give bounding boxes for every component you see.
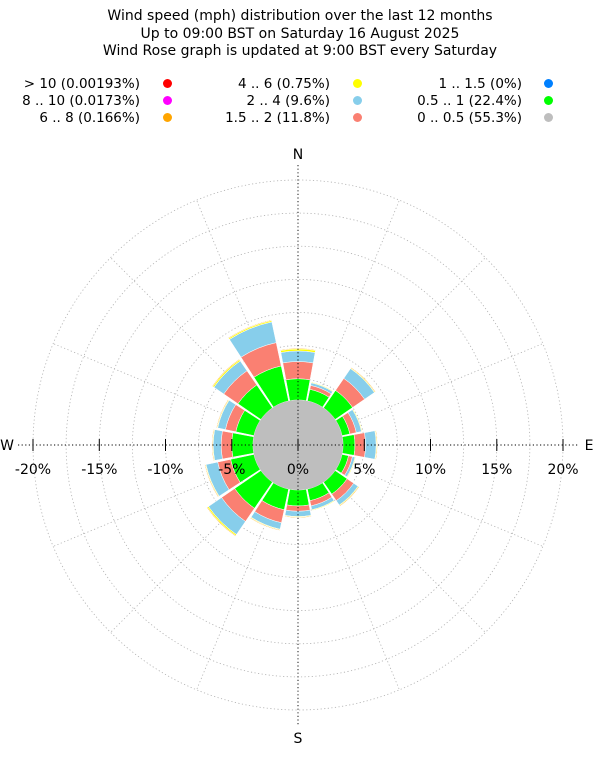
petal-ese-band-5 [346,456,356,478]
legend-label-0-5-1: 0.5 .. 1 (22.4%) [417,93,522,109]
legend-label-gt10: > 10 (0.00193%) [23,76,140,92]
legend-swatch-0-5-1 [544,96,553,105]
legend-swatch-4-6 [353,79,362,88]
tick-label-4: 0% [287,462,309,478]
legend-swatch-1-5-2 [353,113,362,122]
chart-title-line-2: Up to 09:00 BST on Saturday 16 August 20… [140,26,460,42]
tick-label-5: 5% [353,462,375,478]
petal-s-band-6 [284,515,312,519]
legend-swatch-8-10 [163,96,172,105]
legend-swatch-0-0-5 [544,113,553,122]
compass-label-west: W [0,438,14,454]
petal-wsw-band-6 [204,464,219,498]
chart-title-line-1: Wind speed (mph) distribution over the l… [107,8,493,24]
petal-nw-band-6 [211,358,240,387]
petal-w-band-4 [213,429,223,461]
tick-label-8: 20% [547,462,578,478]
chart-title-line-3: Wind Rose graph is updated at 9:00 BST e… [102,43,498,59]
petal-ene-band-5 [352,408,363,432]
compass-label-east: E [585,438,594,454]
legend-label-4-6: 4 .. 6 (0.75%) [237,76,330,92]
petal-w-band-6 [211,429,215,461]
tick-label-0: -20% [15,462,51,478]
legend-swatch-gt10 [163,79,172,88]
legend-swatch-6-8 [163,113,172,122]
legend-swatch-1-1-5 [544,79,553,88]
axes: N S W E -20% -15% -10% -5% 0% 5% 10% 15% 20% [0,147,593,747]
legend-label-1-5-2: 1.5 .. 2 (11.8%) [225,110,330,126]
petal-n-band-6 [280,348,316,351]
petal-sw-band-6 [206,506,237,537]
petal-wnw-band-6 [216,399,229,429]
tick-label-2: -10% [147,462,183,478]
legend-label-6-8: 6 .. 8 (0.166%) [39,110,140,126]
petal-se-band-6 [339,486,360,507]
tick-label-1: -15% [81,462,117,478]
tick-label-7: 15% [481,462,512,478]
grid-ring-5 [131,278,465,612]
legend-label-0-0-5: 0 .. 0.5 (55.3%) [417,110,522,126]
compass-label-south: S [294,731,303,747]
tick-label-6: 10% [415,462,446,478]
petal-nnw-band-6 [228,319,272,339]
petal-e-band-6 [375,430,378,460]
petal-ssw-band-6 [250,517,281,531]
legend-label-8-10: 8 .. 10 (0.0173%) [22,93,140,109]
petal-ne-band-6 [350,367,376,393]
petal-sse-band-5 [311,500,335,511]
legend-label-1-1-5: 1 .. 1.5 (0%) [438,76,522,92]
legend-swatch-2-4 [353,96,362,105]
petal-nne-band-5 [310,381,334,393]
legend-label-2-4: 2 .. 4 (9.6%) [246,93,330,109]
grid-ring-3 [198,345,398,545]
compass-label-north: N [293,147,303,163]
tick-label-3: -5% [218,462,245,478]
